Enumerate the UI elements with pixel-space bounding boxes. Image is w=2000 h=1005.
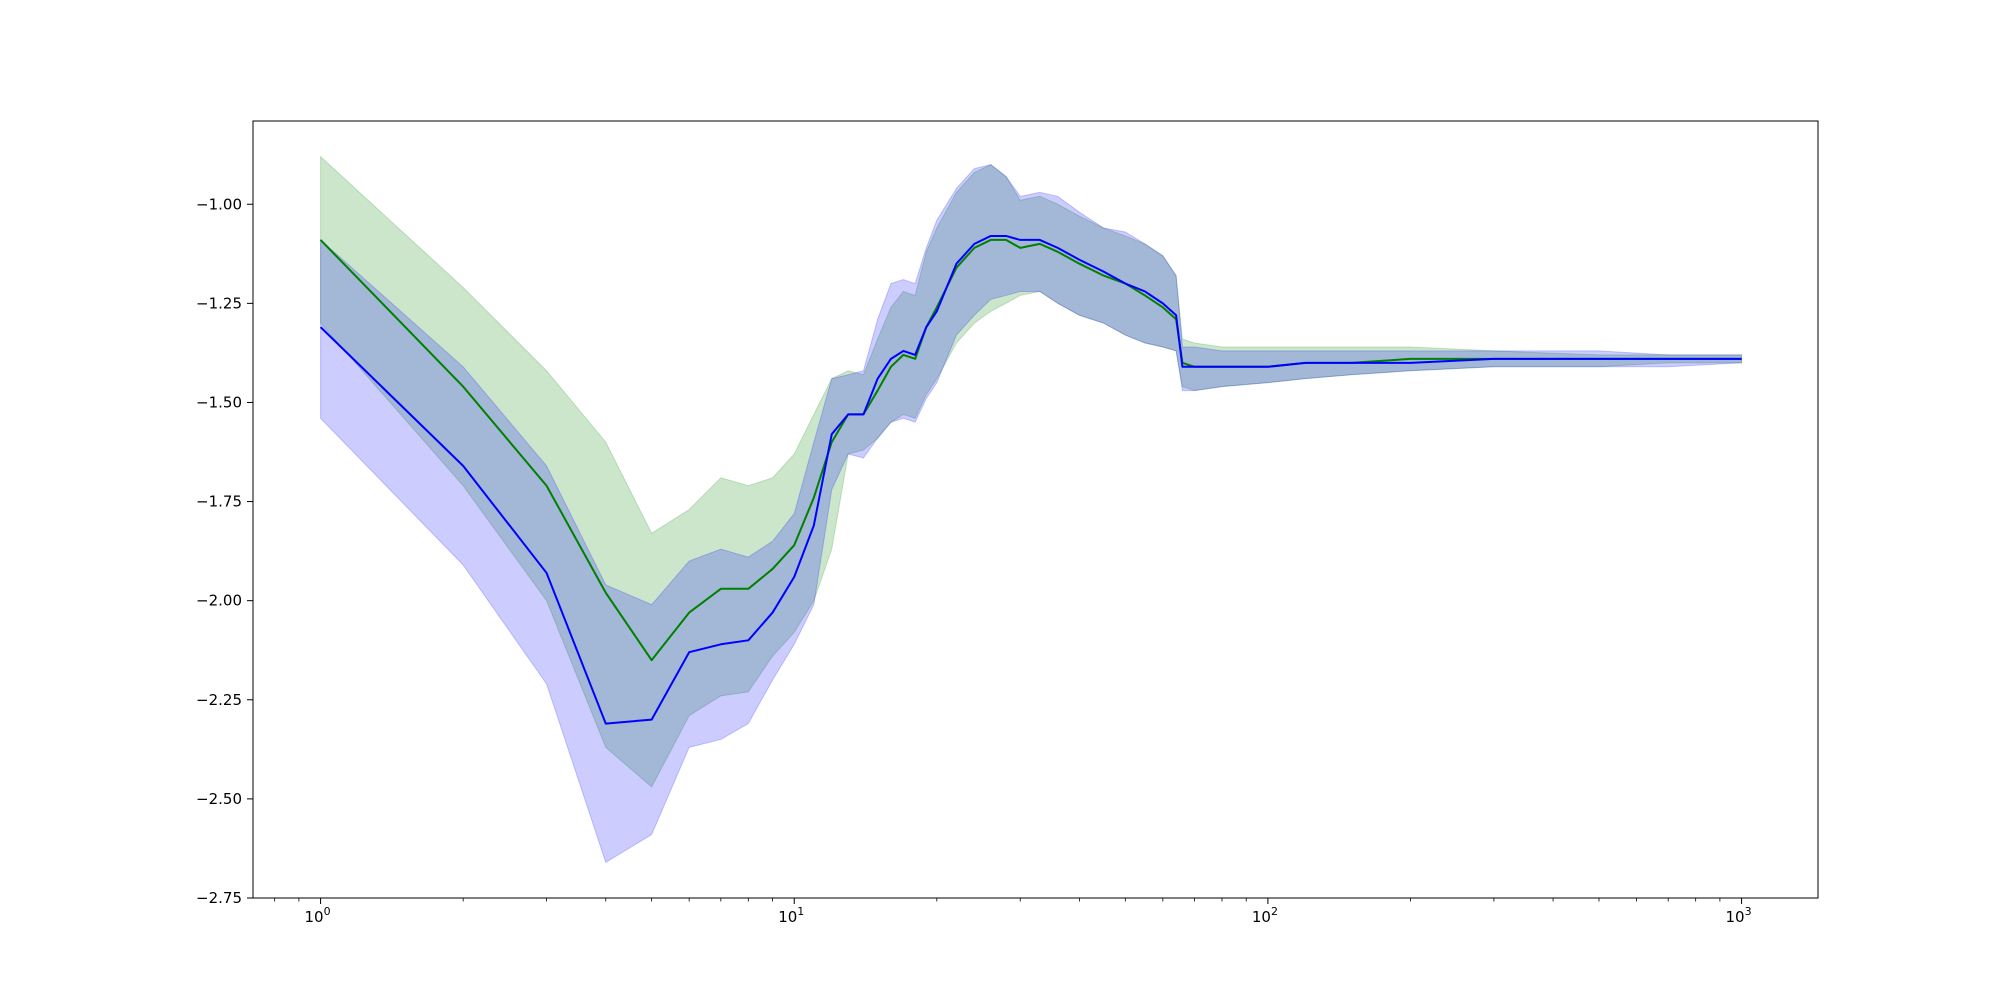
- x-tick-exponent: 0: [324, 905, 331, 918]
- confidence-band-series-2: [320, 164, 1743, 864]
- x-tick-exponent: 1: [797, 905, 804, 918]
- y-tick-label: −1.25: [196, 294, 242, 312]
- y-tick-label: −1.50: [196, 393, 242, 411]
- y-tick-label: −2.50: [196, 790, 242, 808]
- y-tick-label: −2.25: [196, 691, 242, 709]
- y-tick-label: −1.00: [196, 195, 242, 213]
- series-line-2: [319, 234, 1742, 725]
- x-tick-exponent: 3: [1745, 905, 1752, 918]
- y-tick-label: −2.00: [196, 592, 242, 610]
- y-tick-label: −1.75: [196, 493, 242, 511]
- plot-frame: [252, 120, 1819, 899]
- x-tick-exponent: 2: [1271, 905, 1278, 918]
- y-tick-label: −2.75: [196, 889, 242, 907]
- series-lines: [319, 234, 1742, 725]
